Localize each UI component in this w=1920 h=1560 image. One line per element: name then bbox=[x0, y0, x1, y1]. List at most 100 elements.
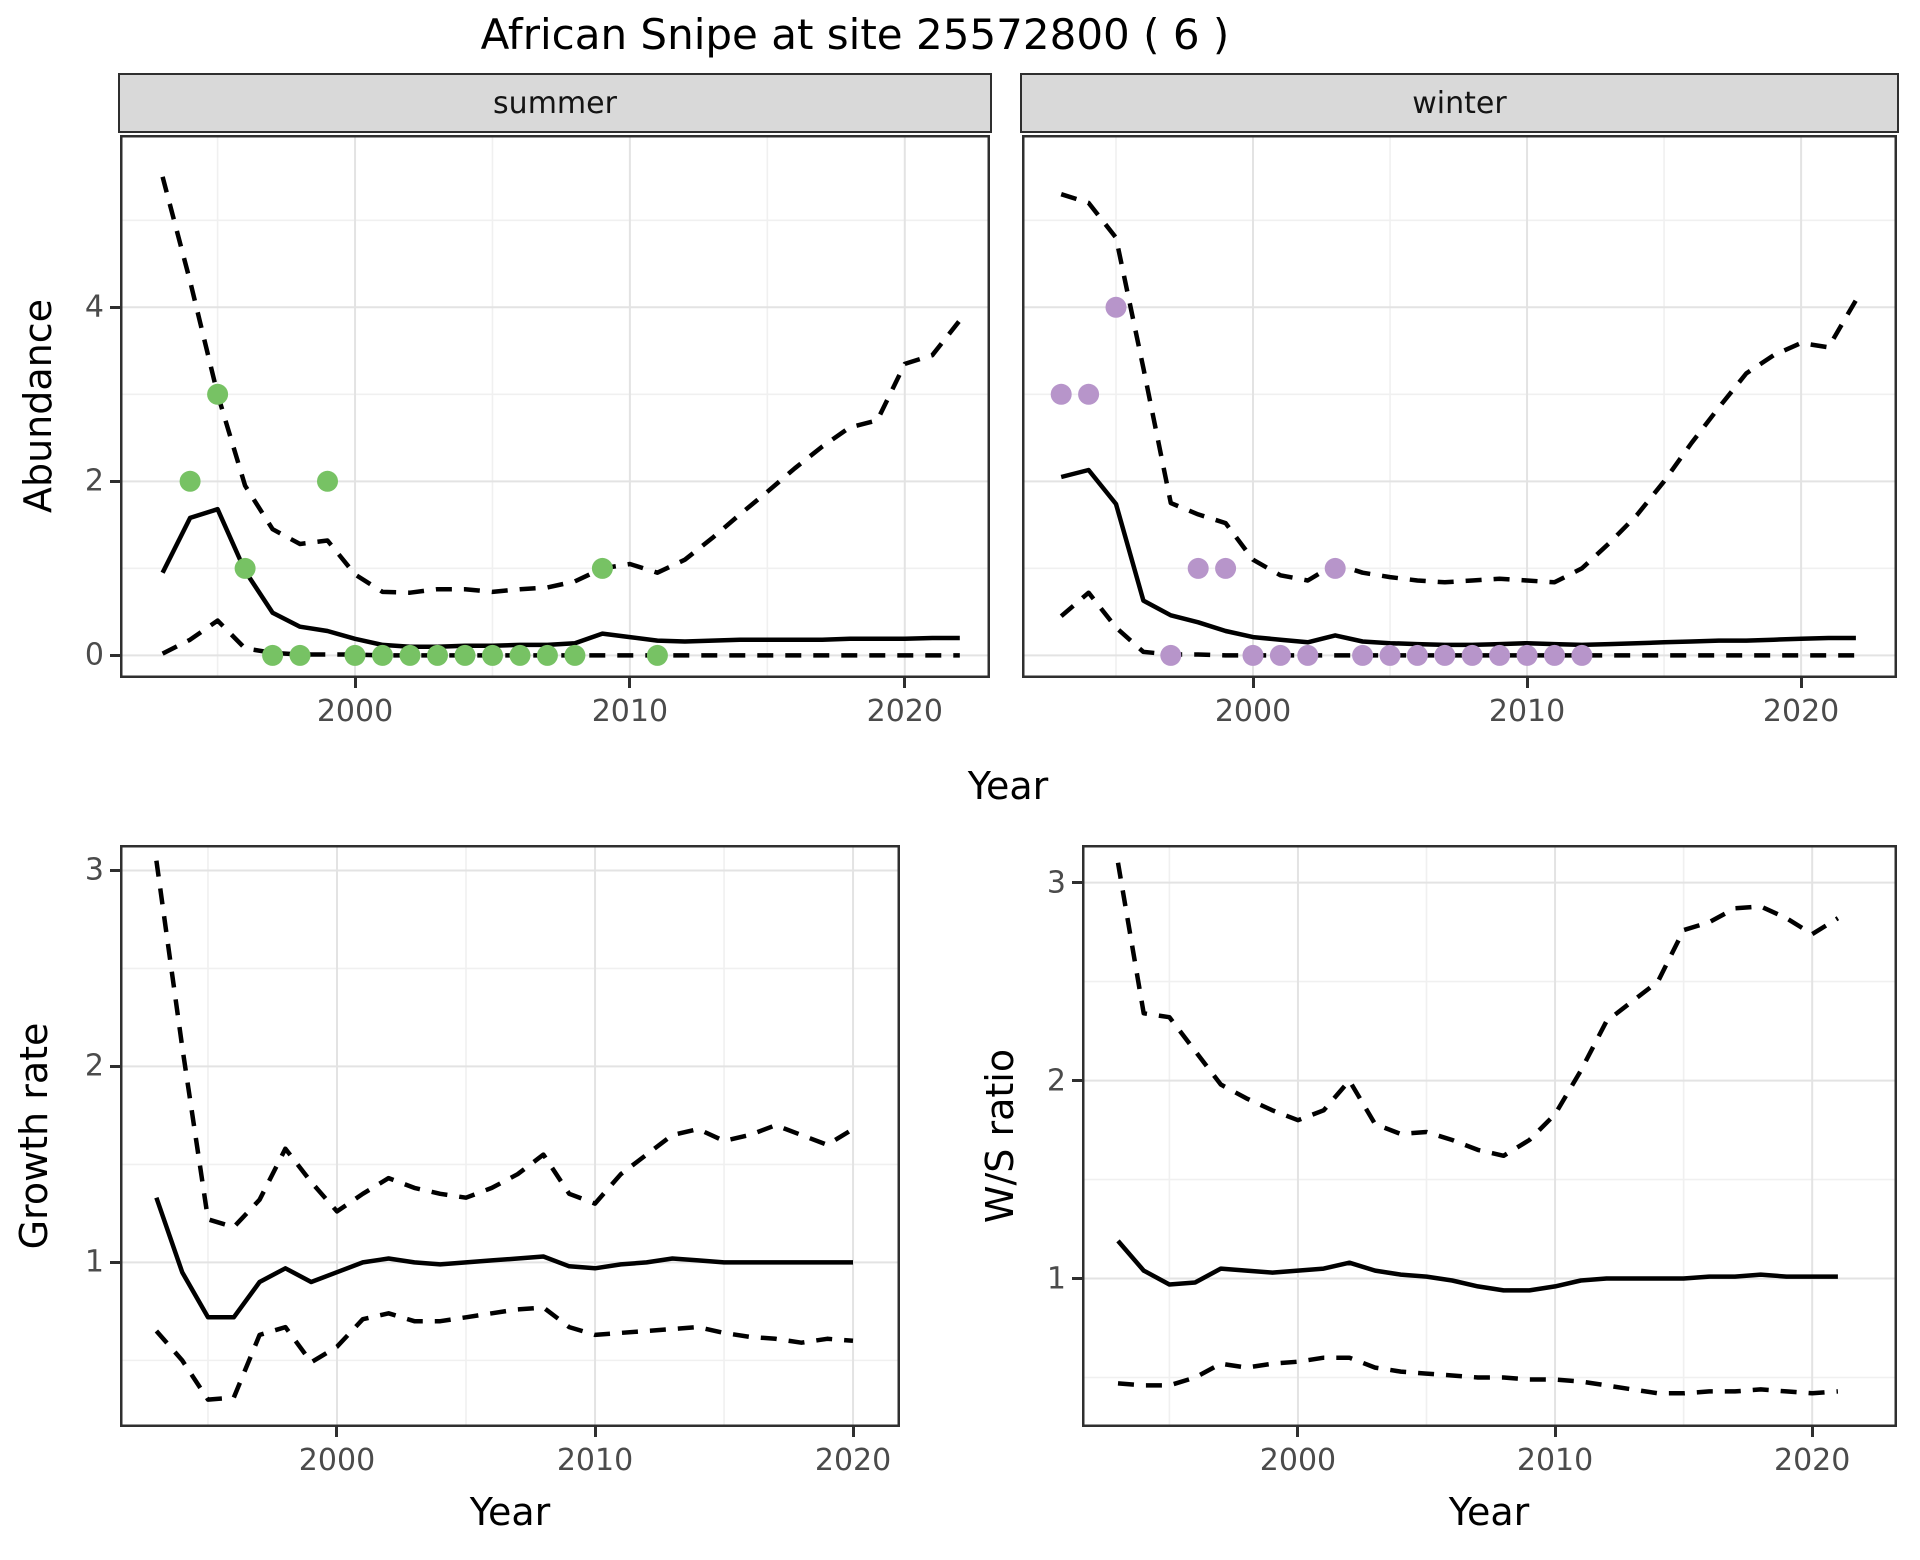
x-tick-label: 2020 bbox=[866, 694, 943, 729]
series-upper-ci bbox=[1060, 192, 1858, 585]
ws-ratio-plot bbox=[1082, 845, 1897, 1427]
observed-point bbox=[454, 644, 476, 666]
x-tick-label: 2000 bbox=[298, 1443, 376, 1478]
x-tick-mark bbox=[903, 678, 907, 688]
series-upper-ci bbox=[1115, 862, 1840, 1159]
abundance-winter-plot bbox=[1022, 135, 1897, 678]
observed-point bbox=[591, 557, 613, 579]
observed-point bbox=[1379, 644, 1401, 666]
observed-point bbox=[1050, 383, 1072, 405]
x-tick-mark bbox=[1251, 678, 1255, 688]
observed-point bbox=[1516, 644, 1538, 666]
x-tick-mark bbox=[628, 678, 632, 688]
y-tick-mark bbox=[110, 1260, 120, 1264]
observed-point bbox=[536, 644, 558, 666]
observed-point bbox=[179, 470, 201, 492]
y-tick-label: 2 bbox=[84, 1048, 104, 1084]
x-tick-label: 2020 bbox=[1762, 694, 1840, 729]
observed-point bbox=[262, 644, 284, 666]
series-upper-ci bbox=[160, 176, 962, 595]
growth-rate-plot bbox=[120, 845, 900, 1427]
series-lower-ci bbox=[1059, 590, 1856, 658]
x-axis-title-year-growth: Year bbox=[469, 1490, 551, 1534]
observed-point bbox=[509, 644, 531, 666]
y-tick-mark bbox=[110, 653, 120, 657]
panel-border bbox=[1082, 845, 1897, 1427]
observed-point bbox=[427, 644, 448, 666]
x-tick-mark bbox=[353, 678, 357, 688]
y-tick-mark bbox=[110, 305, 120, 309]
observed-point bbox=[207, 383, 229, 405]
x-tick-label: 2020 bbox=[814, 1443, 892, 1478]
observed-point bbox=[372, 644, 393, 666]
y-tick-label: 2 bbox=[1046, 1063, 1066, 1099]
y-tick-label: 1 bbox=[1046, 1261, 1066, 1297]
y-tick-mark bbox=[110, 1064, 120, 1068]
x-tick-label: 2010 bbox=[1516, 1443, 1594, 1478]
panel-border bbox=[120, 845, 900, 1427]
panel-abundance-winter: winter 2000 2010 2020 bbox=[1020, 73, 1899, 729]
y-tick-mark bbox=[1072, 1277, 1082, 1281]
series-lower-ci bbox=[1117, 1355, 1839, 1396]
observed-point bbox=[317, 470, 338, 492]
observed-point bbox=[1461, 644, 1483, 666]
panel-border bbox=[1022, 135, 1897, 678]
x-tick-mark bbox=[851, 1427, 855, 1437]
series-median bbox=[160, 506, 960, 649]
panel-abundance-summer: summer 2000 2010 2020 0 2 4 bbox=[85, 73, 992, 729]
facet-strip-summer: summer bbox=[118, 73, 992, 133]
series-median bbox=[1060, 467, 1856, 648]
panel-ws-ratio: 2000 2010 2020 1 2 3 bbox=[1047, 845, 1897, 1478]
series-median bbox=[154, 1196, 853, 1320]
y-tick-label: 1 bbox=[84, 1244, 104, 1280]
x-tick-mark bbox=[1810, 1427, 1814, 1437]
abundance-summer-plot bbox=[120, 135, 990, 678]
observed-point bbox=[482, 644, 503, 666]
observed-point bbox=[1215, 557, 1237, 579]
x-tick-mark bbox=[1525, 678, 1529, 688]
y-tick-label: 0 bbox=[84, 637, 104, 673]
x-tick-label: 2000 bbox=[316, 694, 394, 729]
observed-point bbox=[1105, 296, 1127, 318]
figure-title: African Snipe at site 25572800 ( 6 ) bbox=[480, 10, 1230, 59]
x-tick-mark bbox=[335, 1427, 339, 1437]
x-tick-label: 2010 bbox=[591, 694, 669, 729]
x-tick-mark bbox=[1799, 678, 1803, 688]
observed-point bbox=[646, 644, 668, 666]
observed-point bbox=[1269, 644, 1291, 666]
observed-point bbox=[1297, 644, 1319, 666]
observed-point bbox=[1571, 644, 1593, 666]
observed-point bbox=[289, 644, 311, 666]
x-tick-label: 2020 bbox=[1773, 1443, 1851, 1478]
y-axis-title-abundance: Abundance bbox=[16, 298, 60, 514]
x-tick-label: 2000 bbox=[1259, 1443, 1337, 1478]
y-tick-label: 2 bbox=[84, 463, 104, 499]
observed-point bbox=[1324, 557, 1346, 579]
observed-point bbox=[1187, 557, 1209, 579]
series-median bbox=[1116, 1239, 1838, 1293]
observed-point bbox=[1160, 644, 1182, 666]
observed-point bbox=[1544, 644, 1565, 666]
observed-point bbox=[399, 644, 421, 666]
observed-point bbox=[1489, 644, 1511, 666]
y-tick-label: 4 bbox=[84, 289, 104, 325]
y-tick-label: 3 bbox=[84, 852, 104, 888]
series-upper-ci bbox=[154, 860, 855, 1230]
observed-point bbox=[234, 557, 256, 579]
observed-point bbox=[1406, 644, 1428, 666]
y-tick-mark bbox=[110, 479, 120, 483]
observed-point bbox=[1242, 644, 1264, 666]
x-tick-mark bbox=[1553, 1427, 1557, 1437]
y-tick-label: 3 bbox=[1046, 865, 1066, 901]
x-tick-label: 2010 bbox=[556, 1443, 634, 1478]
x-tick-mark bbox=[593, 1427, 597, 1437]
series-lower-ci bbox=[154, 1305, 854, 1402]
facet-strip-winter: winter bbox=[1020, 73, 1899, 133]
x-tick-label: 2010 bbox=[1488, 694, 1566, 729]
panel-border bbox=[120, 135, 990, 678]
observed-point bbox=[1352, 644, 1374, 666]
observed-point bbox=[344, 644, 366, 666]
y-tick-mark bbox=[1072, 1079, 1082, 1083]
y-axis-title-growth-rate: Growth rate bbox=[12, 1022, 56, 1250]
